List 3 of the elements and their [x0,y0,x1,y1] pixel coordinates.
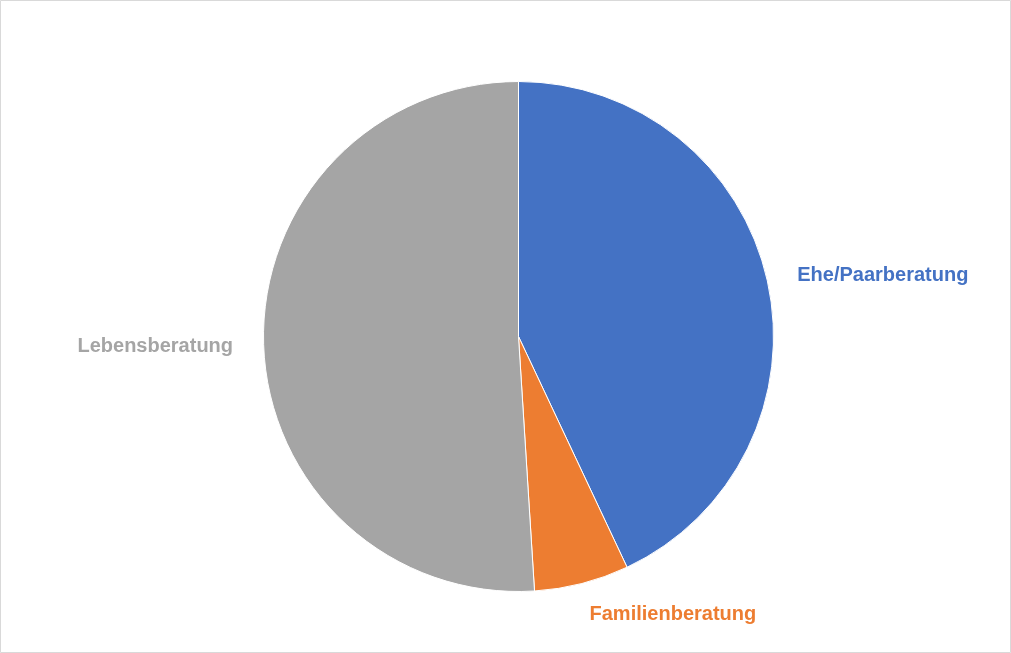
slice-label: Ehe/Paarberatung [797,263,969,286]
slice-label: Lebensberatung [77,334,234,357]
slice-label: Familienberatung [589,602,757,625]
